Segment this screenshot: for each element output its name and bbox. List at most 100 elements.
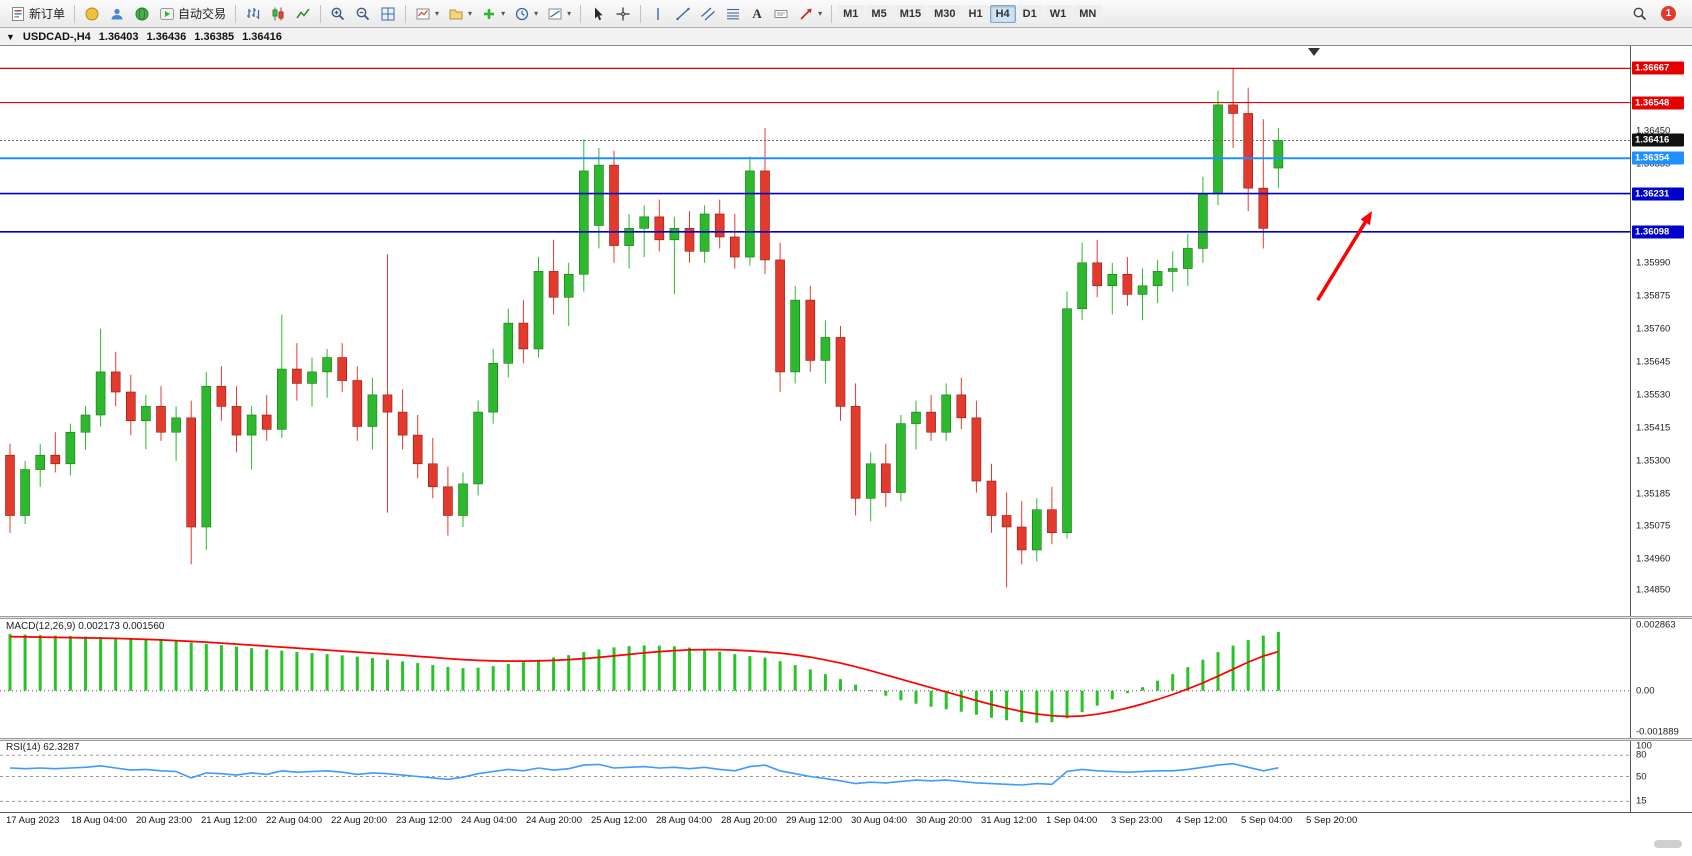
notification-badge[interactable]: 1 (1661, 6, 1676, 21)
candle-body (352, 380, 363, 427)
time-axis-label: 5 Sep 04:00 (1241, 815, 1293, 826)
candle-body (488, 363, 499, 413)
new-order-button[interactable]: 新订单 (6, 3, 69, 25)
candlestick-mode-button[interactable] (266, 3, 290, 25)
chart-expander-icon[interactable]: ▼ (6, 31, 15, 42)
price-tick: 1.35875 (1636, 290, 1671, 302)
label-tool-button[interactable] (769, 3, 793, 25)
candle-body (820, 337, 831, 361)
timeframe-m30-button[interactable]: M30 (928, 4, 962, 23)
dropdown-caret-icon[interactable]: ▾ (534, 9, 539, 18)
panel-splitter[interactable] (0, 738, 1692, 741)
macd-histogram-bar (1171, 674, 1175, 691)
macd-histogram-bar (1110, 690, 1114, 700)
new-chart-button[interactable]: ▾ (411, 3, 443, 25)
text-tool-button[interactable]: A (746, 3, 768, 25)
candle-body (412, 434, 423, 465)
macd-histogram-bar (159, 640, 163, 691)
candle-body (110, 371, 121, 393)
zoom-out-button[interactable] (351, 3, 375, 25)
community-button[interactable] (105, 3, 129, 25)
price-axis[interactable]: 1.364501.363351.359901.358751.357601.356… (1630, 46, 1692, 812)
macd-histogram-bar (1186, 667, 1190, 691)
fibonacci-tool-button[interactable] (721, 3, 745, 25)
time-axis[interactable]: 17 Aug 2023 18 Aug 04:00 20 Aug 23:00 21 Au… (0, 812, 1692, 828)
symbol-bar: ▼ USDCAD-,H4 1.36403 1.36436 1.36385 1.3… (0, 28, 1692, 46)
candle-body (126, 391, 136, 422)
shapes-tool-button[interactable]: ▾ (794, 3, 826, 25)
toolbar-separator (235, 4, 237, 23)
profiles-button[interactable]: ▾ (444, 3, 476, 25)
toolbar-separator (405, 4, 407, 23)
timeframe-mn-button[interactable]: MN (1073, 4, 1103, 23)
time-axis-label: 22 Aug 20:00 (331, 815, 387, 826)
period-menu-button[interactable]: ▾ (510, 3, 542, 25)
resize-grip[interactable] (1654, 840, 1682, 848)
candle-body (50, 454, 61, 465)
macd-histogram-bar (1246, 640, 1250, 691)
candle-body (186, 417, 196, 528)
macd-histogram-bar (1035, 690, 1039, 723)
vertical-line-tool-button[interactable] (646, 3, 670, 25)
arrow-annotation-shaft (1316, 217, 1370, 302)
timeframe-m5-button[interactable]: M5 (865, 4, 893, 23)
search-button[interactable] (1628, 3, 1652, 25)
timeframe-h1-button[interactable]: H1 (962, 4, 989, 23)
zoom-in-button[interactable] (326, 3, 350, 25)
macd-panel-canvas[interactable] (0, 619, 1630, 738)
zoom-in-icon (331, 7, 345, 20)
cursor-tool-button[interactable] (586, 3, 610, 25)
timeframe-w1-button[interactable]: W1 (1043, 4, 1073, 23)
time-axis-label: 28 Aug 04:00 (656, 815, 712, 826)
dropdown-caret-icon[interactable]: ▾ (501, 9, 506, 18)
dropdown-caret-icon[interactable]: ▾ (818, 9, 823, 18)
dropdown-caret-icon[interactable]: ▾ (468, 9, 473, 18)
main-chart-canvas[interactable] (0, 46, 1630, 616)
arrow-annotation-head (1360, 211, 1373, 226)
tile-windows-button[interactable] (376, 3, 400, 25)
macd-histogram-bar (280, 650, 284, 691)
new-order-icon (12, 6, 24, 21)
macd-histogram-bar (461, 668, 465, 691)
macd-histogram-bar (718, 651, 722, 691)
mql5-button[interactable] (80, 3, 104, 25)
candle-body (35, 454, 46, 470)
timeframe-m15-button[interactable]: M15 (893, 4, 928, 23)
candle-body (1062, 308, 1072, 534)
rsi-panel-canvas[interactable] (0, 741, 1630, 812)
candle-body (835, 337, 846, 407)
candle-body (231, 406, 242, 436)
bar-chart-mode-button[interactable] (241, 3, 265, 25)
symbol-title[interactable]: USDCAD-,H4 (22, 30, 91, 43)
timeframe-m1-button[interactable]: M1 (837, 4, 865, 23)
templates-button[interactable]: ▾ (543, 3, 575, 25)
timeframe-d1-button[interactable]: D1 (1016, 4, 1043, 23)
candle-body (548, 271, 559, 298)
rsi-axis-tick: 50 (1636, 771, 1647, 782)
ohlc-close: 1.36416 (242, 30, 282, 43)
candle-body (65, 431, 76, 465)
text-label-icon (774, 9, 788, 18)
candle-body (624, 228, 634, 246)
crosshair-tool-button[interactable] (611, 3, 635, 25)
panel-splitter[interactable] (0, 616, 1692, 619)
template-icon (548, 8, 562, 19)
price-tick: 1.36450 (1636, 125, 1671, 137)
toolbar-separator (640, 4, 642, 23)
candle-body (427, 463, 438, 488)
channel-tool-button[interactable] (696, 3, 720, 25)
line-chart-mode-button[interactable] (291, 3, 315, 25)
arrow-shape-icon (800, 8, 812, 20)
candle-body (729, 236, 740, 258)
dropdown-caret-icon[interactable]: ▾ (435, 9, 440, 18)
add-indicator-button[interactable]: ▾ (477, 3, 509, 25)
trendline-tool-button[interactable] (671, 3, 695, 25)
macd-histogram-bar (944, 690, 948, 710)
chat-button[interactable] (130, 3, 154, 25)
macd-histogram-bar (129, 638, 133, 691)
macd-histogram-bar (823, 674, 827, 691)
timeframe-h4-button[interactable]: H4 (989, 4, 1016, 23)
autotrading-button[interactable]: 自动交易 (155, 3, 230, 25)
price-tick: 1.35415 (1636, 422, 1671, 434)
dropdown-caret-icon[interactable]: ▾ (567, 9, 572, 18)
